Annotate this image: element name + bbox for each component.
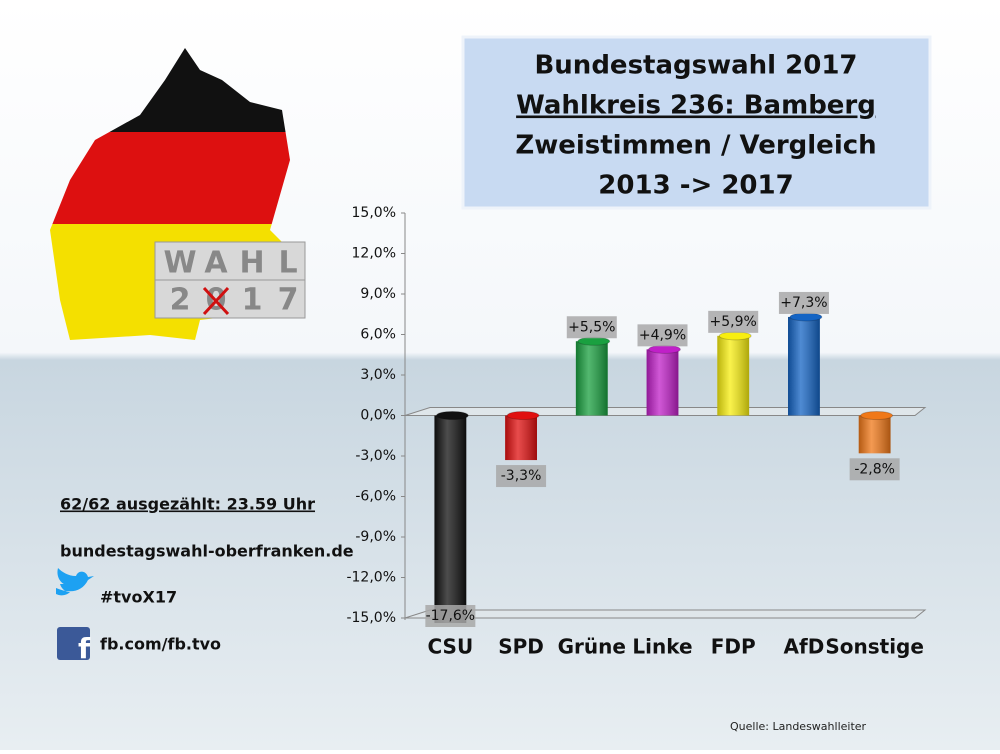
bar-cap [718, 331, 752, 341]
value-label: +7,3% [780, 295, 827, 311]
chart-title: Bundestagswahl 2017 [534, 51, 857, 81]
y-tick-label: 9,0% [360, 286, 396, 302]
x-tick-label: AfD [784, 635, 825, 659]
value-label: +5,5% [568, 319, 615, 335]
bar-shade [646, 349, 679, 416]
value-label-box [778, 291, 829, 314]
plot-area [434, 312, 894, 623]
logo-letter: H [239, 246, 264, 281]
bar-cap [648, 344, 681, 354]
facebook: fb.com/fb.tvo [100, 635, 221, 654]
x-tick-label: SPD [498, 635, 544, 659]
y-tick-label: -15,0% [346, 610, 396, 626]
logo-letter: L [278, 246, 297, 281]
chart-title: 2013 -> 2017 [598, 171, 793, 201]
value-label-box [496, 465, 547, 488]
bar-cap [860, 411, 894, 420]
value-label: -17,6% [426, 608, 476, 624]
logo-letter: W [163, 246, 196, 281]
floor-plane [404, 609, 927, 619]
source: Quelle: Landeswahlleiter [730, 720, 867, 733]
y-tick-label: -3,0% [355, 448, 396, 464]
twitter-icon [56, 568, 94, 596]
value-label-box [708, 310, 759, 333]
logo-digit: 1 [242, 283, 263, 318]
bar-cap [435, 411, 469, 420]
logo-cross [202, 286, 230, 316]
bar-shade [788, 316, 820, 416]
y-tick-label: -12,0% [346, 570, 396, 586]
x-tick-label: Sonstige [825, 635, 924, 659]
y-tick-label: -6,0% [355, 489, 396, 505]
value-label: +5,9% [710, 314, 757, 330]
bar-shade [505, 415, 537, 461]
website: bundestagswahl-oberfranken.de [60, 542, 354, 561]
y-tick-label: 15,0% [352, 205, 396, 221]
bar-shade [575, 341, 608, 416]
x-tick-label: Linke [632, 635, 692, 659]
logo-letter: A [204, 246, 228, 281]
bar-shade [717, 335, 750, 416]
y-tick-label: 6,0% [360, 327, 396, 343]
value-label-box [637, 324, 688, 347]
bar-cap [506, 411, 540, 420]
chart-title: Wahlkreis 236: Bamberg [516, 91, 876, 121]
logo-digit: 2 [170, 283, 191, 318]
logo-digit: 7 [278, 283, 299, 318]
logo [154, 241, 306, 319]
value-label-box [425, 605, 476, 627]
value-label: -2,8% [854, 461, 895, 477]
value-label: -3,3% [501, 468, 542, 484]
value-label-box [566, 316, 617, 339]
bar-cap [789, 312, 823, 322]
chart-title: Zweistimmen / Vergleich [515, 131, 876, 161]
bar-shade [434, 415, 467, 623]
value-label-box [849, 458, 900, 481]
status: 62/62 ausgezählt: 23.59 Uhr [60, 495, 315, 514]
y-tick-label: 12,0% [352, 246, 396, 262]
y-tick-label: 0,0% [360, 408, 396, 424]
x-tick-label: CSU [428, 635, 474, 659]
value-label: +4,9% [639, 327, 686, 343]
bar-shade [858, 415, 891, 454]
y-tick-label: -9,0% [355, 529, 396, 545]
title-box [461, 35, 932, 210]
y-tick-label: 3,0% [360, 367, 396, 383]
twitter: #tvoX17 [100, 588, 177, 607]
facebook-icon [57, 627, 90, 660]
x-tick-label: Grüne [558, 635, 626, 659]
bar-cap [577, 336, 611, 346]
facebook-f: f [78, 632, 91, 665]
x-tick-label: FDP [711, 635, 756, 659]
